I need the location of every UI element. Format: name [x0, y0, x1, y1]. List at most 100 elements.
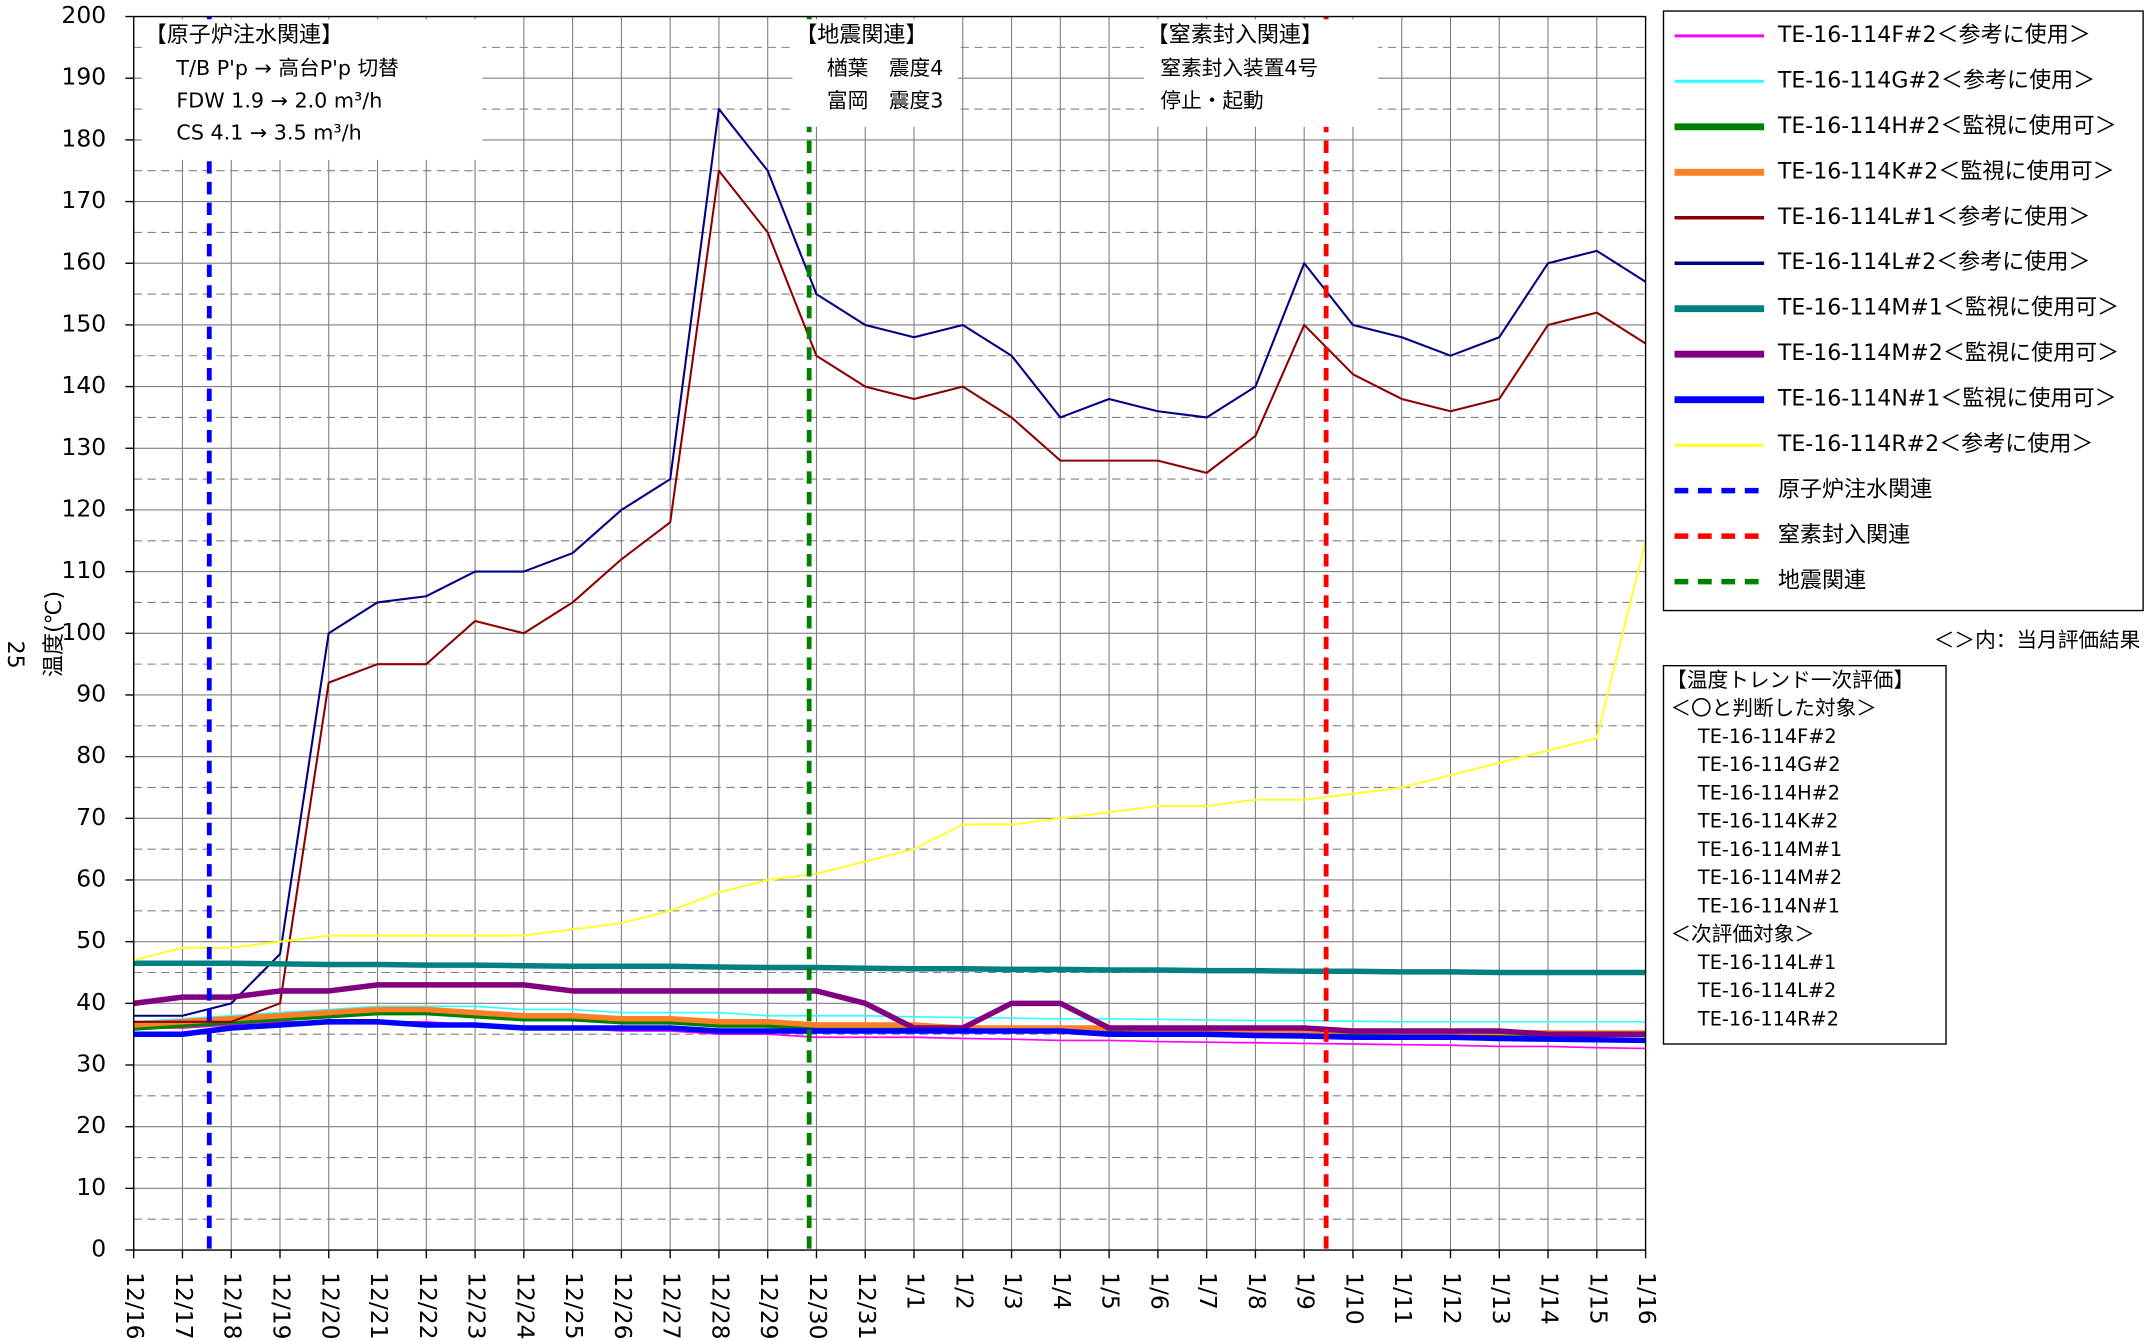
- annotation-box: [1143, 19, 1379, 127]
- x-tick-label: 1/15: [1584, 1272, 1612, 1325]
- annotation-box: [792, 19, 958, 127]
- y-tick-label: 80: [76, 741, 106, 769]
- legend-label: TE-16-114G#2＜参考に使用＞: [1777, 68, 2095, 93]
- series-layer: [133, 107, 1647, 1050]
- evaluation-item: TE-16-114R#2: [1697, 1007, 1839, 1030]
- series-line: [133, 540, 1647, 962]
- annotation-title: 【地震関連】: [795, 23, 927, 48]
- x-tick-label: 1/6: [1145, 1272, 1173, 1310]
- legend-label: TE-16-114F#2＜参考に使用＞: [1777, 23, 2091, 48]
- legend-label: 地震関連: [1778, 569, 1866, 594]
- annotation-text: CS 4.1 → 3.5 m³/h: [176, 121, 361, 145]
- annotation-text: T/B P'p → 高台P'p 切替: [175, 56, 398, 80]
- legend-label: TE-16-114L#2＜参考に使用＞: [1777, 250, 2091, 275]
- x-tick-label: 1/11: [1389, 1272, 1417, 1325]
- y-tick-label: 110: [61, 556, 106, 584]
- x-tick-label: 1/1: [902, 1272, 930, 1310]
- annotation-text: 楢葉 震度4: [827, 56, 943, 80]
- x-tick-label: 1/3: [999, 1272, 1027, 1310]
- x-tick-label: 12/24: [511, 1272, 539, 1339]
- plot-frame: [132, 15, 1647, 1251]
- evaluation-item: TE-16-114M#1: [1697, 838, 1842, 861]
- x-tick-label: 1/7: [1194, 1272, 1222, 1310]
- x-tick-label: 12/21: [365, 1272, 393, 1339]
- x-tick-label: 12/16: [121, 1272, 149, 1339]
- evaluation-item: TE-16-114M#2: [1697, 866, 1842, 889]
- legend-note: ＜＞内：当月評価結果: [1934, 628, 2141, 652]
- y-tick-label: 140: [61, 371, 106, 399]
- x-tick-label: 1/14: [1536, 1272, 1564, 1325]
- x-tick-label: 1/2: [950, 1272, 978, 1310]
- x-tick-label: 1/13: [1487, 1272, 1515, 1325]
- series-line: [133, 982, 1646, 1037]
- annotation-title: 【原子炉注水関連】: [145, 23, 343, 48]
- y-axis-label: 温度(℃): [42, 591, 67, 677]
- annotation-text: FDW 1.9 → 2.0 m³/h: [176, 88, 382, 112]
- annotation-text: 窒素封入装置4号: [1160, 56, 1318, 80]
- evaluation-item: TE-16-114K#2: [1697, 810, 1838, 833]
- y-tick-label: 50: [76, 926, 106, 954]
- x-tick-label: 12/27: [658, 1272, 686, 1339]
- evaluation-item: TE-16-114G#2: [1697, 753, 1841, 776]
- evaluation-frame: [1662, 664, 1947, 1045]
- y-tick-label: 150: [61, 309, 106, 337]
- evaluation-item: TE-16-114N#1: [1697, 894, 1840, 917]
- evaluation-item: TE-16-114H#2: [1697, 781, 1840, 804]
- series-line: [133, 169, 1647, 1023]
- y-tick-label: 100: [61, 618, 106, 646]
- annotations: 【原子炉注水関連】 T/B P'p → 高台P'p 切替 FDW 1.9 → 2.0…: [141, 16, 1379, 1251]
- y-tick-label: 170: [61, 186, 106, 214]
- evaluation-heading: ＜次評価対象＞: [1670, 922, 1815, 946]
- y-tick-label: 180: [61, 124, 106, 152]
- x-tick-label: 12/28: [706, 1272, 734, 1339]
- x-tick-label: 1/9: [1292, 1272, 1320, 1310]
- y-tick-label: 30: [76, 1050, 106, 1078]
- x-tick-label: 1/4: [1048, 1272, 1076, 1310]
- legend: TE-16-114F#2＜参考に使用＞ TE-16-114G#2＜参考に使用＞ TE…: [1662, 10, 2144, 652]
- series-line: [133, 960, 1646, 976]
- legend-label: 原子炉注水関連: [1778, 478, 1932, 503]
- evaluation-heading: ＜〇と判断した対象＞: [1670, 696, 1877, 720]
- series-line: [133, 1019, 1646, 1044]
- evaluation-item: TE-16-114F#2: [1697, 725, 1837, 748]
- x-tick-label: 12/29: [755, 1272, 783, 1339]
- annotation-box: [141, 19, 483, 160]
- x-tick-label: 12/25: [560, 1272, 588, 1339]
- legend-label: TE-16-114N#1＜監視に使用可＞: [1777, 387, 2117, 412]
- y-tick-label: 0: [91, 1235, 106, 1263]
- evaluation-title: 【温度トレンド一次評価】: [1666, 668, 1914, 692]
- legend-label: TE-16-114K#2＜監視に使用可＞: [1777, 159, 2115, 184]
- evaluation-box: 【温度トレンド一次評価】 ＜〇と判断した対象＞ TE-16-114F#2 TE-16-…: [1662, 664, 1947, 1045]
- y-tick-label: 90: [76, 679, 106, 707]
- y-tick-label: 190: [61, 63, 106, 91]
- legend-label: TE-16-114M#2＜監視に使用可＞: [1777, 341, 2119, 366]
- y-tick-label: 20: [76, 1111, 106, 1139]
- y-tick-label: 200: [61, 1, 106, 29]
- series-line: [133, 107, 1647, 1017]
- x-tick-label: 12/26: [609, 1272, 637, 1339]
- x-tick-label: 12/18: [219, 1272, 247, 1339]
- legend-label: 窒素封入関連: [1778, 523, 1910, 548]
- evaluation-item: TE-16-114L#2: [1697, 979, 1836, 1002]
- x-tick-label: 12/22: [414, 1272, 442, 1339]
- x-tick-label: 1/12: [1438, 1272, 1466, 1325]
- y-tick-label: 130: [61, 433, 106, 461]
- x-tick-label: 1/5: [1097, 1272, 1125, 1310]
- annotation-title: 【窒素封入関連】: [1147, 23, 1323, 48]
- x-tick-label: 12/17: [170, 1272, 198, 1339]
- x-tick-label: 1/16: [1633, 1272, 1661, 1325]
- x-tick-label: 12/20: [316, 1272, 344, 1339]
- annotation-text: 停止・起動: [1160, 88, 1263, 112]
- y-tick-label: 60: [76, 864, 106, 892]
- legend-label: TE-16-114M#1＜監視に使用可＞: [1777, 296, 2119, 321]
- y-tick-label: 70: [76, 803, 106, 831]
- y-tick-label: 160: [61, 248, 106, 276]
- x-tick-label: 12/31: [853, 1272, 881, 1339]
- legend-label: TE-16-114L#1＜参考に使用＞: [1777, 205, 2091, 230]
- x-tick-label: 1/10: [1340, 1272, 1368, 1325]
- x-tick-label: 1/8: [1243, 1272, 1271, 1310]
- annotation-text: 富岡 震度3: [827, 88, 943, 112]
- page-number: 25: [2, 641, 27, 669]
